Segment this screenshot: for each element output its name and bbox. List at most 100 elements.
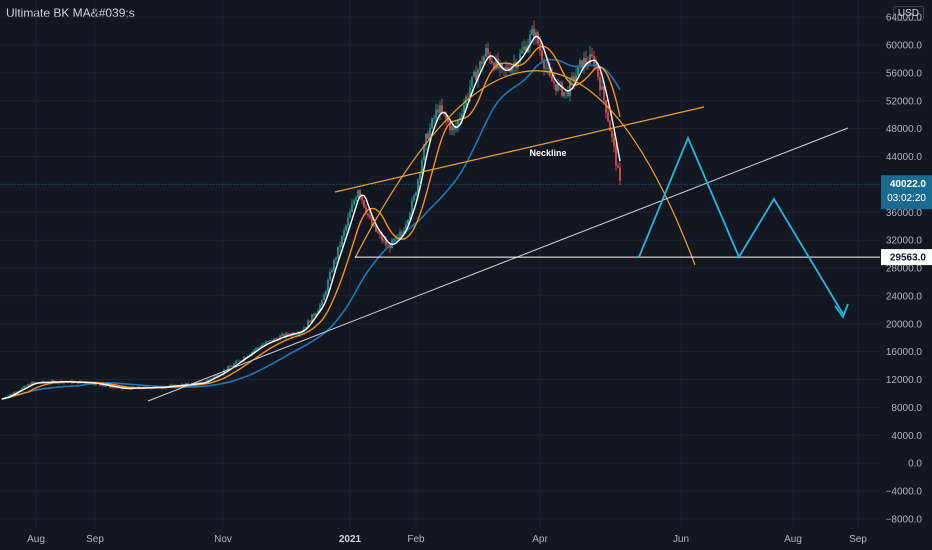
candle-body — [417, 179, 419, 193]
candle-body — [585, 58, 587, 64]
candle-body — [571, 76, 573, 80]
candle-body — [381, 234, 383, 241]
candle-body — [33, 381, 35, 383]
candle-body — [487, 48, 489, 54]
candle-body — [331, 270, 333, 272]
candle-body — [607, 112, 609, 122]
candle-body — [231, 366, 233, 368]
candle-body — [31, 381, 33, 386]
candle-body — [579, 60, 581, 66]
candle-body — [457, 119, 459, 127]
candle-body — [337, 246, 339, 258]
candle-body — [525, 46, 527, 52]
candle-body — [281, 334, 283, 337]
candle-body — [503, 67, 505, 69]
candle-body — [297, 334, 299, 335]
candle-body — [427, 133, 429, 139]
candle-body — [483, 56, 485, 64]
candle-body — [393, 238, 395, 240]
time-tick-label: 2021 — [339, 534, 362, 545]
price-tick-label: 4000.0 — [891, 431, 922, 442]
candle-body — [467, 96, 469, 98]
candle-body — [325, 291, 327, 295]
candle-body — [399, 232, 401, 235]
candle-body — [367, 213, 369, 216]
projection-arrowhead — [834, 303, 849, 319]
candle-body — [351, 204, 353, 212]
candle-body — [271, 340, 273, 342]
candle-body — [187, 383, 189, 385]
candle-body — [533, 28, 535, 38]
candle-body — [413, 195, 415, 201]
candle-body — [253, 350, 255, 352]
candle-body — [311, 314, 313, 322]
grid — [0, 0, 880, 528]
candle-body — [257, 347, 259, 349]
candle-body — [113, 386, 115, 388]
candle-body — [435, 109, 437, 119]
candle-body — [423, 144, 425, 161]
candle-body — [611, 131, 613, 138]
candle-body — [597, 66, 599, 78]
candle-body — [511, 66, 513, 72]
candle-body — [103, 385, 105, 387]
candle-body — [23, 385, 25, 388]
candle-body — [577, 65, 579, 76]
candle-body — [461, 114, 463, 118]
candle-body — [363, 200, 365, 208]
candle-body — [261, 344, 263, 348]
candle-body — [235, 361, 237, 364]
candle-body — [207, 379, 209, 382]
candle-body — [531, 28, 533, 35]
time-tick-label: Feb — [407, 534, 425, 545]
candle-body — [215, 375, 217, 377]
candle-body — [265, 341, 267, 344]
candle-body — [523, 46, 525, 50]
candle-body — [569, 79, 571, 96]
candle-body — [563, 91, 565, 96]
candle-body — [589, 54, 591, 65]
candle-body — [477, 69, 479, 81]
candle-body — [217, 375, 219, 377]
candle-body — [269, 340, 271, 342]
candle-body — [309, 320, 311, 322]
candle-body — [43, 381, 45, 383]
price-tick-label: 44000.0 — [886, 152, 923, 163]
candle-body — [605, 100, 607, 113]
candle-body — [209, 378, 211, 380]
price-tick-label: 0.0 — [908, 459, 922, 470]
candle-body — [29, 384, 31, 386]
current-price-tag — [881, 175, 932, 210]
candle-body — [213, 376, 215, 379]
candle-body — [401, 232, 403, 234]
candle-body — [581, 60, 583, 68]
candle-body — [229, 366, 231, 368]
candle-body — [573, 76, 575, 82]
candle-body — [565, 91, 567, 93]
candle-body — [201, 381, 203, 383]
candle-body — [35, 382, 37, 384]
drawings: Neckline — [0, 70, 880, 402]
candle-body — [493, 63, 495, 70]
time-tick-label: Sep — [849, 534, 867, 545]
candle-body — [617, 165, 619, 168]
candle-body — [453, 126, 455, 130]
ma-fast-line — [1, 35, 621, 400]
price-tick-label: 32000.0 — [886, 236, 923, 247]
candle-body — [111, 386, 113, 388]
candle-body — [547, 67, 549, 69]
candle-body — [115, 387, 117, 388]
time-tick-label: Nov — [214, 534, 232, 545]
candle-body — [567, 91, 569, 96]
candle-body — [13, 392, 15, 395]
currency-button[interactable]: USD — [892, 6, 924, 21]
candle-body — [575, 75, 577, 82]
candle-body — [509, 69, 511, 72]
price-tick-label: 60000.0 — [886, 41, 923, 52]
candle-body — [321, 300, 323, 306]
candle-body — [521, 49, 523, 54]
candle-body — [339, 245, 341, 247]
candle-body — [9, 394, 11, 397]
rounding-top-arc — [354, 70, 696, 266]
